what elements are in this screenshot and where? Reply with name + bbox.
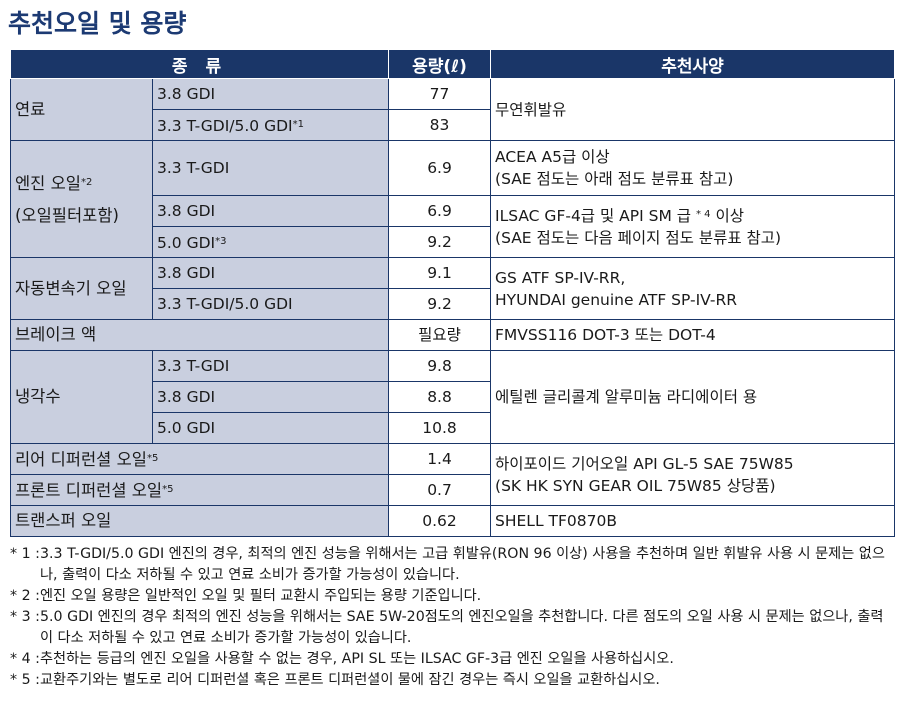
footnote-mark: * 3 :: [10, 609, 40, 625]
recommended-line: ACEA A5급 이상: [495, 148, 610, 166]
capacity-cell: 83: [388, 109, 492, 141]
category-engine-oil: 엔진 오일*2 (오일필터포함): [10, 140, 153, 258]
footnote-1: * 1 : 3.3 T-GDI/5.0 GDI 엔진의 경우, 최적의 엔진 성…: [10, 544, 894, 586]
subtype-cell: 3.8 GDI: [151, 195, 390, 227]
header-type: 종 류: [9, 49, 390, 79]
footnote-mark: * 4 :: [10, 651, 40, 667]
subtype-cell: 3.3 T-GDI: [151, 350, 390, 382]
subtype-cell: 5.0 GDI: [151, 412, 390, 444]
footnote-text: 3.3 T-GDI/5.0 GDI 엔진의 경우, 최적의 엔진 성능을 위해서…: [40, 546, 885, 583]
capacity-cell: 10.8: [388, 412, 492, 444]
footnote-mark: * 1 :: [10, 546, 40, 562]
table-header-row: 종 류 용량(ℓ) 추천사양: [9, 49, 896, 79]
recommended-cell: ACEA A5급 이상 (SAE 점도는 아래 점도 분류표 참고): [490, 140, 896, 196]
page-title: 추천오일 및 용량: [8, 9, 187, 38]
footnote-mark: *2: [80, 176, 93, 188]
capacity-cell: 1.4: [388, 443, 492, 475]
footnote-3: * 3 : 5.0 GDI 엔진의 경우 최적의 엔진 성능을 위해서는 SAE…: [10, 607, 894, 649]
subtype-cell: 3.3 T-GDI/5.0 GDI: [151, 288, 390, 320]
table-row: 리어 디퍼런셜 오일*5 1.4 하이포이드 기어오일 API GL-5 SAE…: [9, 443, 896, 506]
subtype-cell: 3.8 GDI: [151, 257, 390, 289]
footnote-2: * 2 : 엔진 오일 용량은 일반적인 오일 및 필터 교환시 주입되는 용량…: [10, 586, 894, 607]
capacity-cell: 9.1: [388, 257, 492, 289]
capacity-cell: 8.8: [388, 381, 492, 413]
footnote-5: * 5 : 교환주기와는 별도로 리어 디퍼런셜 혹은 프론트 디퍼런셜이 물에…: [10, 670, 894, 691]
category-transfer: 트랜스퍼 오일: [9, 505, 390, 537]
table-row: 5.0 GDI 10.8: [11, 412, 895, 444]
recommended-cell: 무연휘발유: [490, 78, 896, 141]
subtype-cell: 3.8 GDI: [151, 78, 390, 110]
capacity-cell: 9.8: [388, 350, 492, 382]
table-row: 3.3 T-GDI/5.0 GDI 9.2: [11, 288, 895, 320]
category-brake: 브레이크 액: [9, 319, 390, 351]
recommended-line: 하이포이드 기어오일 API GL-5 SAE 75W85: [495, 454, 794, 473]
category-label: 프론트 디퍼런셜 오일: [15, 480, 163, 500]
table-row: 냉각수 3.3 T-GDI 9.8 에틸렌 글리콜계 알루미늄 라디에이터 용: [10, 350, 896, 444]
category-fuel: 연료: [10, 78, 153, 141]
recommended-line: GS ATF SP-IV-RR,: [495, 268, 626, 287]
category-front-diff: 프론트 디퍼런셜 오일*5: [9, 474, 390, 506]
subtype-cell: 3.3 T-GDI/5.0 GDI*1: [151, 109, 390, 141]
header-capacity: 용량(ℓ): [388, 49, 492, 79]
recommended-cell: ILSAC GF-4급 및 API SM 급 * 4 이상 (SAE 점도는 다…: [490, 195, 896, 258]
footnote-text: 5.0 GDI 엔진의 경우 최적의 엔진 성능을 위해서는 SAE 5W-20…: [40, 609, 884, 646]
footnote-mark: * 2 :: [10, 588, 40, 604]
recommended-line: (SAE 점도는 아래 점도 분류표 참고): [495, 170, 734, 188]
recommended-cell: SHELL TF0870B: [490, 505, 896, 537]
recommended-cell: GS ATF SP-IV-RR, HYUNDAI genuine ATF SP-…: [490, 257, 896, 320]
recommended-cell: FMVSS116 DOT-3 또는 DOT-4: [490, 319, 896, 351]
table-row: 연료 3.8 GDI 77 무연휘발유: [10, 78, 896, 141]
capacity-cell: 6.9: [388, 195, 492, 227]
footnote-mark: * 5 :: [10, 672, 40, 688]
recommended-line: (SK HK SYN GEAR OIL 75W85 상당품): [495, 476, 776, 495]
subtype-text: 5.0 GDI: [157, 233, 216, 252]
table-row: 5.0 GDI*3 9.2: [11, 226, 895, 258]
subtype-cell: 3.8 GDI: [151, 381, 390, 413]
footnote-mark: *3: [215, 235, 227, 247]
category-label: 리어 디퍼런셜 오일: [15, 449, 147, 469]
capacity-cell: 0.7: [388, 474, 492, 506]
subtype-cell: 5.0 GDI*3: [151, 226, 390, 258]
category-sublabel: (오일필터포함): [15, 205, 119, 225]
footnote-mark: *5: [162, 483, 174, 495]
recommended-line-end: 이상: [715, 207, 744, 225]
table-row: 3.8 GDI 8.8: [11, 381, 895, 413]
capacity-cell: 77: [388, 78, 492, 110]
footnotes: * 1 : 3.3 T-GDI/5.0 GDI 엔진의 경우, 최적의 엔진 성…: [10, 544, 894, 691]
capacity-cell: 6.9: [388, 140, 492, 196]
recommended-line: (SAE 점도는 다음 페이지 점도 분류표 참고): [495, 229, 782, 247]
table-row: 자동변속기 오일 3.8 GDI 9.1 GS ATF SP-IV-RR, HY…: [10, 257, 896, 320]
footnote-mark: *1: [292, 118, 304, 130]
category-rear-diff: 리어 디퍼런셜 오일*5: [9, 443, 390, 475]
recommended-cell: 하이포이드 기어오일 API GL-5 SAE 75W85 (SK HK SYN…: [490, 443, 896, 506]
footnote-text: 엔진 오일 용량은 일반적인 오일 및 필터 교환시 주입되는 용량 기준입니다…: [40, 588, 482, 604]
footnote-mark: *5: [146, 452, 159, 464]
table-row: 프론트 디퍼런셜 오일*5 0.7: [9, 474, 895, 506]
footnote-mark: * 4: [695, 209, 711, 220]
footnote-text: 추천하는 등급의 엔진 오일을 사용할 수 없는 경우, API SL 또는 I…: [40, 651, 674, 667]
category-label: 엔진 오일: [15, 173, 81, 193]
recommended-cell: 에틸렌 글리콜계 알루미늄 라디에이터 용: [490, 350, 896, 444]
oil-capacity-table: 종 류 용량(ℓ) 추천사양 연료 3.8 GDI 77 무연휘발유 3.3 T…: [9, 49, 896, 537]
footnote-4: * 4 : 추천하는 등급의 엔진 오일을 사용할 수 없는 경우, API S…: [10, 649, 894, 670]
recommended-line: ILSAC GF-4급 및 API SM 급: [495, 207, 692, 225]
subtype-cell: 3.3 T-GDI: [151, 140, 390, 196]
recommended-line: HYUNDAI genuine ATF SP-IV-RR: [495, 290, 738, 309]
category-transmission: 자동변속기 오일: [10, 257, 153, 320]
header-recommended: 추천사양: [490, 49, 896, 79]
category-coolant: 냉각수: [10, 350, 153, 444]
capacity-cell: 필요량: [388, 319, 492, 351]
table-row: 브레이크 액 필요량 FMVSS116 DOT-3 또는 DOT-4: [9, 319, 896, 351]
capacity-cell: 9.2: [388, 288, 492, 320]
table-row: 엔진 오일*2 (오일필터포함) 3.3 T-GDI 6.9 ACEA A5급 …: [10, 140, 896, 258]
subtype-text: 3.3 T-GDI/5.0 GDI: [157, 116, 293, 135]
footnote-text: 교환주기와는 별도로 리어 디퍼런셜 혹은 프론트 디퍼런셜이 물에 잠긴 경우…: [40, 672, 660, 688]
capacity-cell: 9.2: [388, 226, 492, 258]
table-row: 트랜스퍼 오일 0.62 SHELL TF0870B: [9, 505, 896, 537]
capacity-cell: 0.62: [388, 505, 492, 537]
table-row: 3.8 GDI 6.9 ILSAC GF-4급 및 API SM 급 * 4 이…: [11, 195, 896, 258]
table-row: 3.3 T-GDI/5.0 GDI*1 83: [11, 109, 895, 141]
